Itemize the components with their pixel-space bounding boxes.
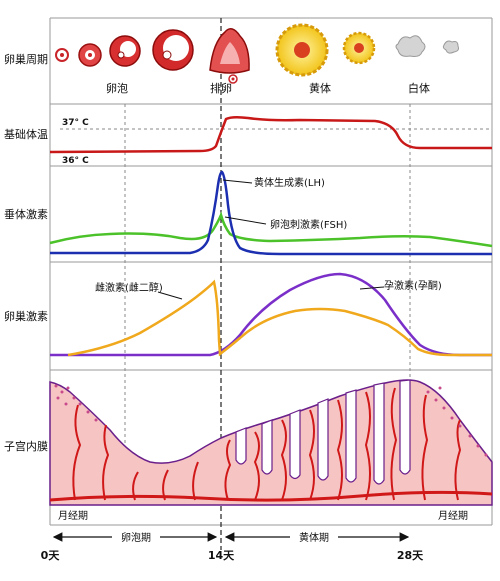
ruptured-follicle-icon: [209, 28, 250, 84]
progesterone-label: 孕激素(孕酮): [384, 279, 442, 292]
corpus-luteum-small-icon: [342, 31, 376, 65]
day-14: 14天: [208, 549, 235, 562]
label-corpus-albicans: 白体: [408, 81, 430, 95]
dashed-guides: [124, 104, 411, 505]
row-label-ovarian-cycle: 卵巢周期: [4, 53, 48, 66]
label-follicle: 卵泡: [106, 81, 128, 95]
phase-menstrual-start: 月经期: [58, 509, 88, 522]
row-label-ovarian-hormone: 卵巢激素: [4, 309, 48, 323]
secondary-follicle-icon: [109, 35, 141, 67]
label-corpus-luteum: 黄体: [309, 81, 331, 95]
ovary-stages: [55, 23, 459, 84]
day-28: 28天: [397, 549, 424, 562]
graafian-follicle-icon: [152, 29, 194, 71]
estrogen-curve: [67, 279, 492, 357]
corpus-albicans-large-icon: [395, 35, 426, 57]
phase-menstrual-end: 月经期: [438, 509, 468, 522]
fsh-curve: [49, 211, 493, 248]
fsh-label: 卵泡刺激素(FSH): [270, 218, 347, 231]
row-label-basal-temp: 基础体温: [4, 127, 48, 141]
primordial-follicle-icon: [55, 48, 69, 62]
endometrium-illustration: [49, 379, 493, 506]
temp-label-36: 36° C: [62, 156, 89, 166]
progesterone-curve: [50, 272, 492, 357]
lh-label: 黄体生成素(LH): [254, 176, 325, 189]
phase-follicular: 卵泡期: [121, 531, 151, 544]
primary-follicle-icon: [78, 43, 102, 67]
estrogen-label: 雌激素(雌二醇): [95, 281, 163, 294]
row-label-pituitary: 垂体激素: [4, 207, 48, 221]
day-0: 0天: [41, 549, 61, 562]
label-ovulation: 排卵: [210, 81, 232, 95]
row-label-endometrium: 子宫内膜: [4, 439, 48, 453]
panel-frames: [49, 17, 493, 526]
phase-luteal: 黄体期: [299, 531, 329, 544]
basal-temperature-curve: [49, 115, 492, 154]
corpus-luteum-large-icon: [275, 23, 329, 77]
lh-curve: [50, 170, 492, 256]
corpus-albicans-small-icon: [442, 40, 459, 54]
temp-label-37: 37° C: [62, 118, 89, 128]
